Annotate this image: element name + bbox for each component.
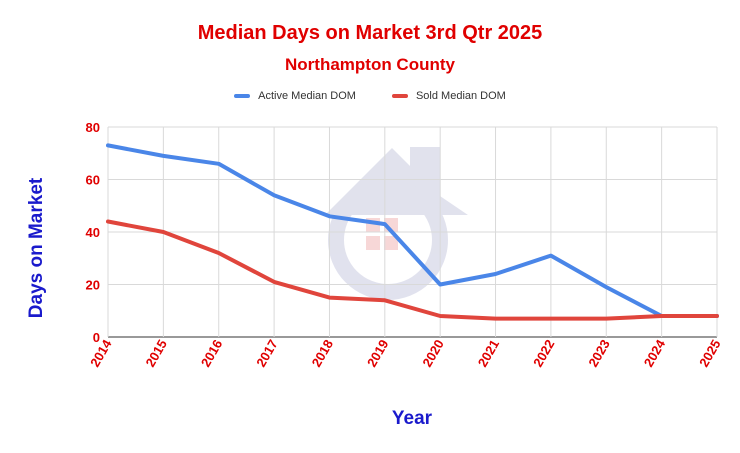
chart-title: Median Days on Market 3rd Qtr 2025: [197, 22, 543, 44]
y-axis-label: Days on Market: [26, 177, 47, 318]
x-tick-label: 2015: [143, 337, 170, 370]
series-line-sold: [106, 219, 719, 321]
x-tick-label: 2024: [641, 336, 669, 369]
x-tick-label: 2014: [87, 336, 115, 369]
x-tick-label: 2021: [475, 337, 502, 370]
x-tick-label: 2023: [585, 337, 612, 370]
y-tick-label: 80: [86, 120, 100, 135]
legend-item-sold: Sold Median DOM: [391, 90, 506, 102]
legend-swatch-active: [234, 94, 251, 98]
legend-label-active: Active Median DOM: [258, 90, 356, 102]
y-tick-labels: 0 20 40 60 80: [86, 120, 100, 345]
series-line-active: [106, 143, 719, 318]
legend-item-active: Active Median DOM: [234, 90, 356, 102]
legend: Active Median DOM Sold Median DOM: [0, 90, 740, 102]
x-tick-label: 2018: [309, 337, 336, 370]
y-tick-label: 60: [86, 173, 100, 188]
y-tick-label: 40: [86, 225, 100, 240]
x-tick-label: 2022: [530, 337, 557, 370]
x-tick-label: 2019: [364, 337, 391, 370]
y-tick-label: 0: [93, 330, 100, 345]
x-tick-labels: 2014 2015 2016 2017 2018 2019 2020 2021 2022 2023…: [87, 336, 723, 369]
x-tick-label: 2017: [253, 337, 280, 370]
legend-label-sold: Sold Median DOM: [415, 90, 506, 102]
x-tick-label: 2016: [198, 337, 225, 370]
x-tick-label: 2020: [419, 337, 446, 370]
x-tick-label: 2025: [696, 337, 723, 370]
y-tick-label: 20: [86, 278, 100, 293]
legend-swatch-sold: [391, 94, 408, 98]
x-axis-label: Year: [392, 408, 433, 429]
grid: [107, 126, 718, 338]
chart-subtitle: Northampton County: [285, 55, 455, 74]
series-lines: [106, 143, 719, 321]
